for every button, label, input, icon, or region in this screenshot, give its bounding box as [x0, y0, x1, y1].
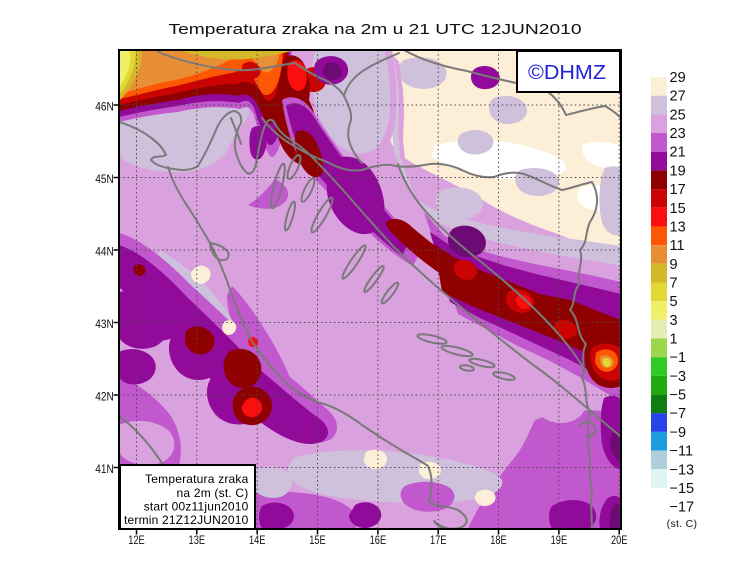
- svg-text:Temperatura zraka: Temperatura zraka: [145, 472, 249, 486]
- svg-text:43N: 43N: [95, 317, 114, 331]
- svg-text:46N: 46N: [95, 100, 114, 114]
- svg-text:45N: 45N: [95, 172, 114, 186]
- svg-text:14E: 14E: [249, 533, 266, 547]
- svg-text:12E: 12E: [128, 533, 145, 547]
- svg-text:29: 29: [670, 70, 686, 86]
- svg-text:42N: 42N: [95, 390, 114, 404]
- svg-text:−11: −11: [670, 444, 694, 460]
- svg-text:−9: −9: [670, 425, 687, 441]
- svg-text:na 2m (st. C): na 2m (st. C): [177, 486, 249, 500]
- svg-text:−17: −17: [670, 500, 695, 516]
- svg-text:7: 7: [670, 276, 678, 292]
- svg-text:−5: −5: [670, 388, 687, 404]
- svg-text:−3: −3: [670, 369, 687, 385]
- svg-text:17E: 17E: [430, 533, 447, 547]
- svg-text:15E: 15E: [309, 533, 326, 547]
- svg-text:15: 15: [670, 201, 686, 217]
- svg-text:13: 13: [670, 219, 686, 235]
- svg-text:44N: 44N: [95, 245, 114, 259]
- svg-text:27: 27: [670, 89, 686, 105]
- svg-text:3: 3: [670, 313, 678, 329]
- svg-text:©DHMZ: ©DHMZ: [528, 62, 606, 84]
- svg-text:25: 25: [670, 107, 686, 123]
- svg-text:21: 21: [670, 145, 686, 161]
- svg-text:19E: 19E: [551, 533, 568, 547]
- svg-text:−7: −7: [670, 406, 687, 422]
- svg-text:41N: 41N: [95, 462, 114, 476]
- svg-text:13E: 13E: [189, 533, 206, 547]
- svg-text:23: 23: [670, 126, 686, 142]
- svg-text:(st. C): (st. C): [667, 518, 698, 530]
- svg-text:1: 1: [670, 332, 678, 348]
- svg-text:17: 17: [670, 182, 686, 198]
- svg-text:−15: −15: [670, 481, 695, 497]
- svg-text:19: 19: [670, 163, 686, 179]
- svg-text:11: 11: [670, 238, 685, 254]
- svg-text:20E: 20E: [611, 533, 628, 547]
- svg-text:9: 9: [670, 257, 678, 273]
- svg-text:Temperatura zraka na 2m u 21 U: Temperatura zraka na 2m u 21 UTC 12JUN20…: [169, 21, 582, 38]
- svg-text:18E: 18E: [490, 533, 507, 547]
- svg-text:termin 21Z12JUN2010: termin 21Z12JUN2010: [124, 513, 249, 527]
- svg-text:−1: −1: [670, 350, 687, 366]
- svg-text:start 00z11jun2010: start 00z11jun2010: [144, 500, 249, 514]
- svg-text:−13: −13: [670, 462, 695, 478]
- svg-text:5: 5: [670, 294, 678, 310]
- svg-text:16E: 16E: [370, 533, 387, 547]
